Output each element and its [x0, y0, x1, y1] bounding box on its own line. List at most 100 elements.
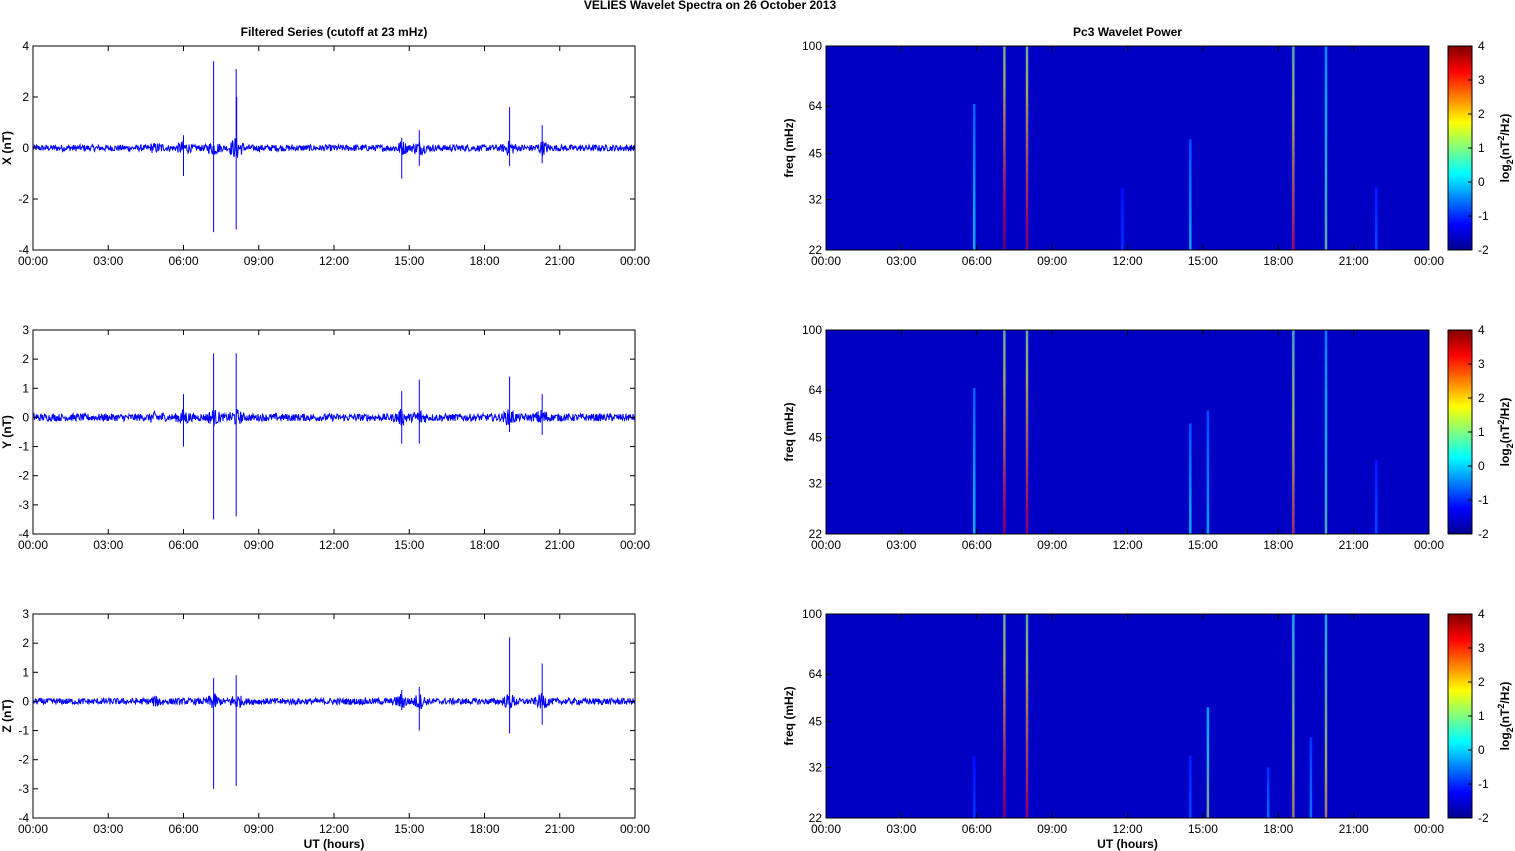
- wavelet-power-cell: [1324, 347, 1328, 356]
- wavelet-power-cell: [1003, 801, 1006, 810]
- wavelet-power-cell: [1375, 187, 1378, 191]
- wavelet-power-cell: [1025, 347, 1029, 356]
- x-tick-label: 12:00: [319, 254, 349, 268]
- wavelet-power-cell: [1375, 469, 1378, 474]
- y-tick-label: 3: [22, 323, 29, 337]
- wavelet-power-cell: [973, 786, 976, 790]
- wavelet-power-cell: [1121, 236, 1124, 240]
- wavelet-power-cell: [1189, 758, 1192, 762]
- wavelet-power-cell: [1025, 775, 1029, 785]
- colorbar-tick-label: -1: [1478, 777, 1489, 791]
- wavelet-power-cell: [973, 454, 976, 462]
- wavelet-power-cell: [973, 231, 976, 239]
- wavelet-power-cell: [1189, 148, 1192, 154]
- x-tick-label: 21:00: [1339, 822, 1369, 836]
- x-tick-label: 18:00: [1263, 538, 1293, 552]
- wavelet-power-cell: [1189, 460, 1192, 466]
- wavelet-power-cell: [973, 146, 976, 154]
- x-tick-label: 06:00: [962, 538, 992, 552]
- x-tick-label: 06:00: [168, 538, 198, 552]
- heatmap-background: [826, 330, 1429, 534]
- wavelet-power-cell: [1189, 432, 1192, 438]
- wavelet-power-cell: [1025, 699, 1029, 708]
- wavelet-power-cell: [1292, 216, 1295, 225]
- wavelet-power-cell: [1025, 639, 1029, 649]
- filtered-series-panel: -4 -3 -2 -1 0 1 2 3 00:00 03:00 06:00 09:00 12:00 15:…: [0, 323, 650, 552]
- wavelet-power-cell: [1206, 492, 1210, 499]
- wavelet-power-cell: [973, 128, 976, 135]
- wavelet-power-cell: [1292, 105, 1295, 115]
- wavelet-power-cell: [1189, 171, 1192, 177]
- wavelet-power-cell: [1025, 432, 1029, 441]
- x-tick-label: 06:00: [168, 822, 198, 836]
- wavelet-power-cell: [1375, 484, 1378, 489]
- wavelet-power-cell: [1189, 474, 1192, 480]
- wavelet-power-cell: [1309, 747, 1313, 752]
- wavelet-power-cell: [1324, 364, 1328, 373]
- y-tick-label: 100: [802, 607, 822, 621]
- wavelet-power-cell: [1189, 469, 1192, 475]
- series-trace: [32, 693, 636, 709]
- wavelet-power-cell: [1375, 500, 1378, 504]
- wavelet-power-cell: [1189, 226, 1192, 232]
- wavelet-power-cell: [1324, 224, 1328, 234]
- wavelet-power-cell: [1189, 794, 1192, 798]
- wavelet-power-cell: [1206, 725, 1210, 731]
- wavelet-power-cell: [1267, 771, 1270, 775]
- wavelet-power-cell: [1292, 156, 1295, 166]
- wavelet-power-cell: [1375, 503, 1378, 507]
- wavelet-power-cell: [1189, 763, 1192, 767]
- wavelet-power-cell: [1309, 784, 1313, 789]
- wavelet-power-cell: [1375, 518, 1378, 523]
- wavelet-power-cell: [1292, 648, 1295, 657]
- wavelet-power-cell: [1189, 240, 1192, 246]
- wavelet-power-cell: [1025, 631, 1029, 640]
- wavelet-power-cell: [1267, 773, 1270, 777]
- y-tick-label: 22: [809, 243, 823, 257]
- wavelet-power-cell: [1375, 205, 1378, 209]
- wavelet-power-cell: [1003, 491, 1006, 501]
- y-tick-label: 32: [809, 193, 823, 207]
- wavelet-power-cell: [1121, 244, 1124, 248]
- wavelet-power-cell: [1206, 425, 1210, 432]
- wavelet-power-cell: [1003, 381, 1006, 390]
- wavelet-power-cell: [1267, 769, 1270, 773]
- wavelet-power-cell: [1324, 330, 1328, 339]
- wavelet-power-cell: [1375, 491, 1378, 495]
- wavelet-power-cell: [1206, 785, 1210, 791]
- wavelet-power-cell: [1025, 355, 1029, 365]
- wavelet-power-halo: [1205, 707, 1211, 818]
- wavelet-power-cell: [1206, 467, 1210, 473]
- x-tick-label: 15:00: [1188, 254, 1218, 268]
- wavelet-power-halo: [971, 388, 977, 534]
- wavelet-power-cell: [1206, 461, 1210, 468]
- wavelet-power-cell: [1189, 478, 1192, 484]
- wavelet-power-halo: [1001, 330, 1007, 534]
- series-trace: [32, 408, 636, 427]
- wavelet-power-cell: [1121, 234, 1124, 238]
- wavelet-power-cell: [973, 406, 976, 413]
- wavelet-power-cell: [1292, 389, 1295, 399]
- wavelet-power-cell: [1206, 503, 1210, 509]
- wavelet-power-cell: [1206, 456, 1210, 463]
- wavelet-power-cell: [1292, 63, 1295, 72]
- wavelet-power-cell: [1206, 523, 1210, 530]
- wavelet-power-cell: [973, 164, 976, 172]
- wavelet-power-cell: [1189, 799, 1192, 803]
- wavelet-power-cell: [1206, 767, 1210, 773]
- wavelet-power-cell: [1025, 415, 1029, 424]
- y-tick-label: 45: [809, 715, 823, 729]
- y-tick-label: 100: [802, 323, 822, 337]
- wavelet-power-cell: [1206, 711, 1210, 718]
- wavelet-power-cell: [973, 467, 976, 474]
- wavelet-power-cell: [1375, 190, 1378, 194]
- colorbar-tick-label: 3: [1478, 641, 1485, 655]
- wavelet-power-cell: [1189, 245, 1192, 251]
- wavelet-power-cell: [1375, 203, 1378, 207]
- wavelet-power-cell: [1324, 415, 1328, 424]
- wavelet-power-cell: [1025, 474, 1029, 484]
- wavelet-power-cell: [1189, 510, 1192, 516]
- wavelet-power-halo: [1265, 767, 1271, 818]
- wavelet-power-cell: [1309, 787, 1313, 792]
- wavelet-power-cell: [1267, 784, 1270, 787]
